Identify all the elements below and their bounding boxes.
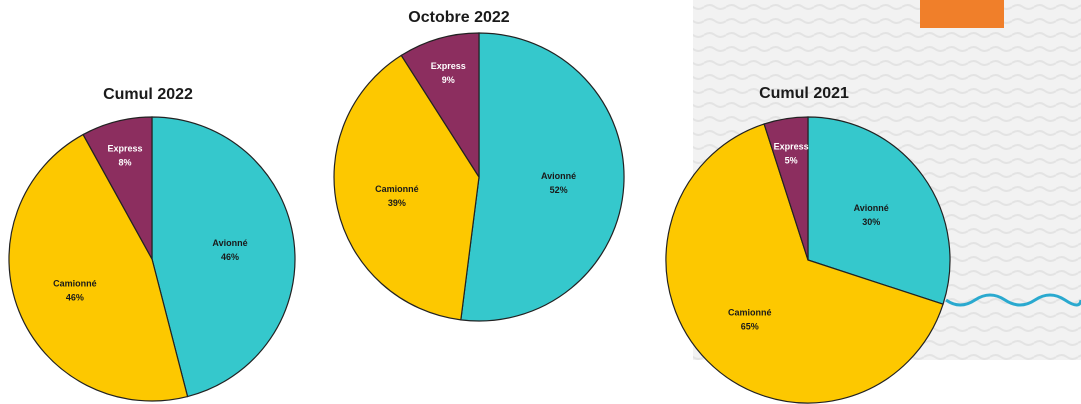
slice-percent-label: 9% [442, 75, 455, 85]
slice-name-label: Express [431, 61, 466, 71]
pie-chart-cumul-2022: Cumul 2022 Avionné 46% Camionné 46% Express 8… [8, 86, 296, 402]
pie-chart-octobre-2022: Octobre 2022 Avionné 52% Camionné 39% Expres… [333, 9, 625, 322]
slice-percent-label: 46% [66, 292, 84, 302]
slice-name-label: Avionné [212, 238, 247, 248]
chart-title: Octobre 2022 [408, 9, 509, 26]
slice-name-label: Express [107, 144, 142, 154]
slice-name-label: Express [774, 142, 809, 152]
slice-name-label: Camionné [375, 184, 419, 194]
slice-name-label: Camionné [53, 278, 97, 288]
slice-name-label: Avionné [541, 171, 576, 181]
pie-slice-express [400, 32, 480, 180]
pie-chart-cumul-2021: Cumul 2021 Avionné 30% Camionné 65% Express 5… [665, 85, 951, 404]
pie-slice-avionne [151, 116, 296, 398]
pie-slice-camionne [333, 54, 480, 321]
pie-slice-express [763, 116, 809, 261]
chart-title: Cumul 2021 [759, 85, 849, 102]
slice-percent-label: 39% [388, 198, 406, 208]
slice-percent-label: 65% [741, 322, 759, 332]
pie-slice-camionne [8, 133, 189, 402]
slice-percent-label: 5% [785, 156, 798, 166]
slice-name-label: Avionné [854, 203, 889, 213]
slice-percent-label: 30% [862, 217, 880, 227]
pie-slice-avionne [460, 32, 625, 322]
pie-slice-avionne [807, 116, 951, 305]
slice-percent-label: 52% [550, 185, 568, 195]
slice-percent-label: 46% [221, 252, 239, 262]
decorative-orange-block [920, 0, 1004, 28]
decorative-wave-line [945, 293, 1081, 307]
slice-percent-label: 8% [118, 158, 131, 168]
chart-title: Cumul 2022 [103, 86, 193, 103]
slice-name-label: Camionné [728, 308, 772, 318]
pie-slice-camionne [665, 123, 944, 404]
pie-slice-express [82, 116, 153, 262]
